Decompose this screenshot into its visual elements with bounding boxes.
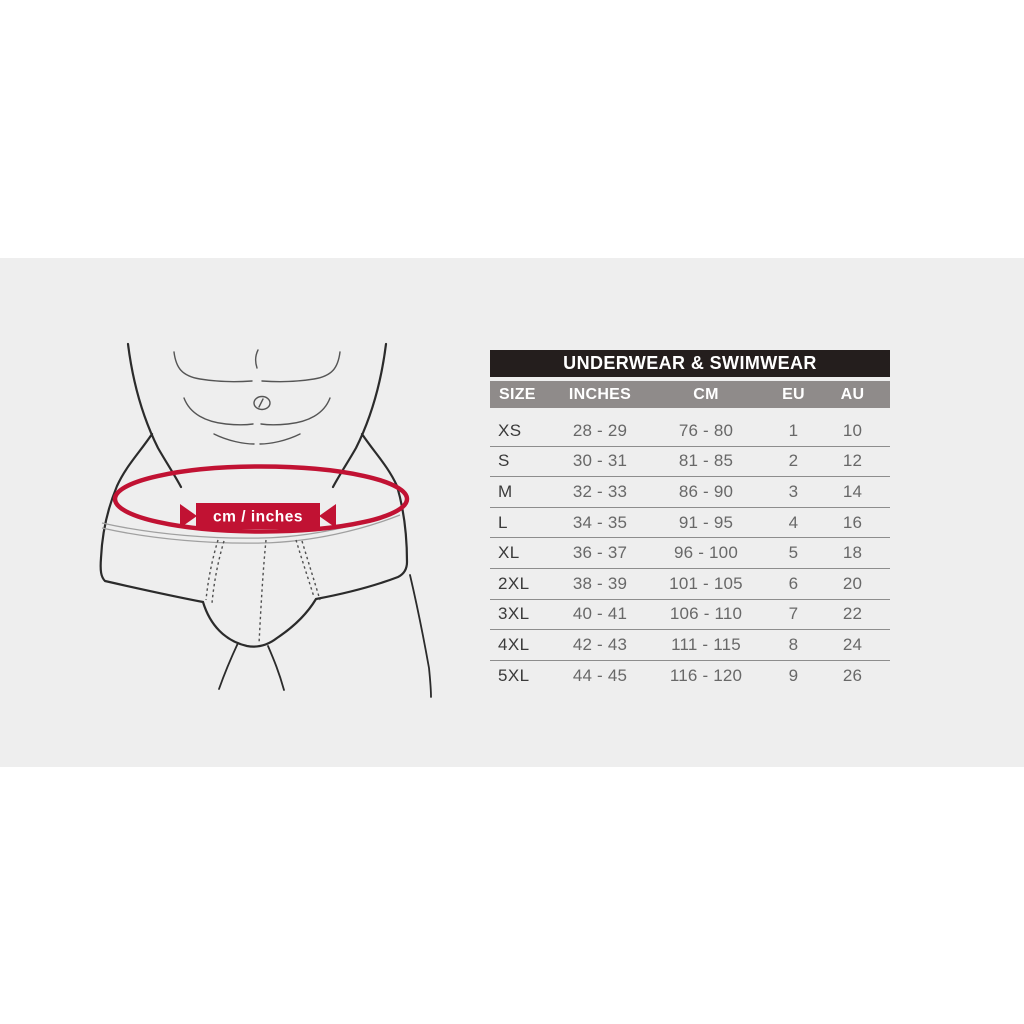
au-cell: 12: [842, 451, 863, 471]
eu-cell: 1: [788, 420, 799, 440]
cm-cell: 111 - 115: [671, 634, 741, 654]
column-header-au: AU: [840, 385, 865, 403]
table-row: M 32 - 33 86 - 90 3 14: [490, 477, 890, 508]
au-cell: 22: [842, 604, 863, 624]
inches-cell: 44 - 45: [572, 665, 628, 685]
table-row: L 34 - 35 91 - 95 4 16: [490, 508, 890, 539]
inches-cell: 42 - 43: [572, 634, 628, 654]
au-cell: 26: [842, 665, 863, 685]
inches-cell: 30 - 31: [572, 451, 628, 471]
size-table-body: XS 28 - 29 76 - 80 1 10 S 30 - 31 81 - 85 2 12 M 32…: [490, 408, 890, 690]
size-cell: L: [498, 512, 508, 532]
table-row: XS 28 - 29 76 - 80 1 10: [490, 416, 890, 447]
table-row: 5XL 44 - 45 116 - 120 9 26: [490, 661, 890, 691]
au-cell: 10: [842, 420, 863, 440]
au-cell: 18: [842, 543, 863, 563]
table-title: UNDERWEAR & SWIMWEAR: [563, 353, 817, 373]
cm-cell: 81 - 85: [678, 451, 734, 471]
cm-cell: 76 - 80: [678, 420, 734, 440]
inches-cell: 32 - 33: [572, 481, 628, 501]
eu-cell: 2: [788, 451, 799, 471]
table-row: 3XL 40 - 41 106 - 110 7 22: [490, 600, 890, 631]
table-column-header: SIZE INCHES CM EU AU: [490, 381, 890, 408]
eu-cell: 3: [788, 481, 799, 501]
column-header-inches: INCHES: [568, 385, 632, 403]
eu-cell: 5: [788, 543, 799, 563]
table-row: XL 36 - 37 96 - 100 5 18: [490, 538, 890, 569]
cm-cell: 101 - 105: [669, 573, 743, 593]
au-cell: 16: [842, 512, 863, 532]
inches-cell: 38 - 39: [572, 573, 628, 593]
table-row: 2XL 38 - 39 101 - 105 6 20: [490, 569, 890, 600]
eu-cell: 4: [788, 512, 799, 532]
size-cell: 3XL: [498, 604, 530, 624]
inches-cell: 34 - 35: [572, 512, 628, 532]
column-header-eu: EU: [782, 385, 805, 403]
size-chart-table: UNDERWEAR & SWIMWEAR SIZE INCHES CM EU A…: [490, 350, 890, 690]
size-cell: 4XL: [498, 634, 530, 654]
eu-cell: 8: [788, 634, 799, 654]
eu-cell: 7: [788, 604, 799, 624]
cm-cell: 116 - 120: [669, 665, 743, 685]
table-title-bar: UNDERWEAR & SWIMWEAR: [490, 350, 890, 377]
eu-cell: 6: [788, 573, 799, 593]
size-cell: S: [498, 451, 510, 471]
size-cell: XS: [498, 420, 522, 440]
size-cell: 5XL: [498, 665, 530, 685]
au-cell: 20: [842, 573, 863, 593]
inches-cell: 40 - 41: [572, 604, 628, 624]
au-cell: 24: [842, 634, 863, 654]
size-cell: XL: [498, 543, 520, 563]
au-cell: 14: [842, 481, 863, 501]
eu-cell: 9: [788, 665, 799, 685]
column-header-cm: CM: [693, 385, 719, 403]
cm-cell: 86 - 90: [678, 481, 734, 501]
cm-cell: 96 - 100: [674, 543, 738, 563]
cm-cell: 91 - 95: [678, 512, 734, 532]
cm-cell: 106 - 110: [669, 604, 743, 624]
size-cell: 2XL: [498, 573, 530, 593]
table-row: 4XL 42 - 43 111 - 115 8 24: [490, 630, 890, 661]
inches-cell: 36 - 37: [572, 543, 628, 563]
table-row: S 30 - 31 81 - 85 2 12: [490, 447, 890, 478]
size-cell: M: [498, 481, 513, 501]
inches-cell: 28 - 29: [572, 420, 628, 440]
column-header-size: SIZE: [499, 385, 536, 403]
